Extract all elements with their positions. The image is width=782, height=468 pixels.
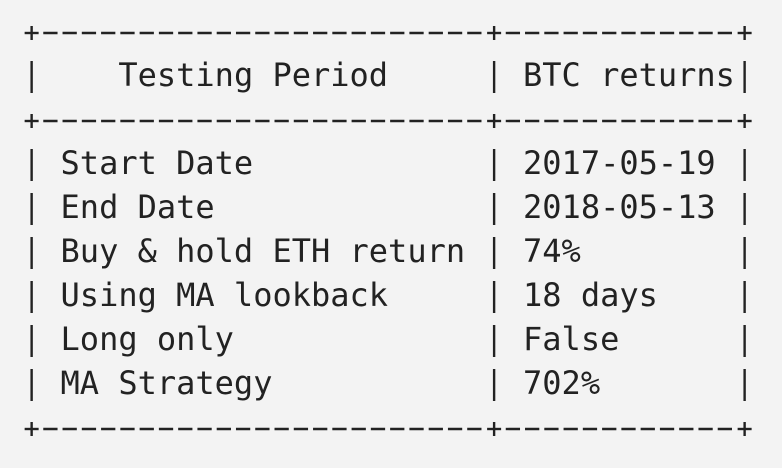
- row-value: 18 days: [523, 276, 658, 314]
- row-label: End Date: [61, 188, 215, 226]
- row-value: 2018-05-13: [523, 188, 716, 226]
- row-label: Start Date: [61, 144, 254, 182]
- row-label: Using MA lookback: [61, 276, 389, 314]
- row-value: 74%: [523, 232, 581, 270]
- row-label: Buy & hold ETH return: [61, 232, 466, 270]
- row-label: Long only: [61, 320, 234, 358]
- header-cell: BTC returns: [523, 56, 735, 94]
- header-cell: Testing Period: [118, 56, 388, 94]
- row-value: False: [523, 320, 619, 358]
- row-value: 2017-05-19: [523, 144, 716, 182]
- row-label: MA Strategy: [61, 364, 273, 402]
- row-value: 702%: [523, 364, 600, 402]
